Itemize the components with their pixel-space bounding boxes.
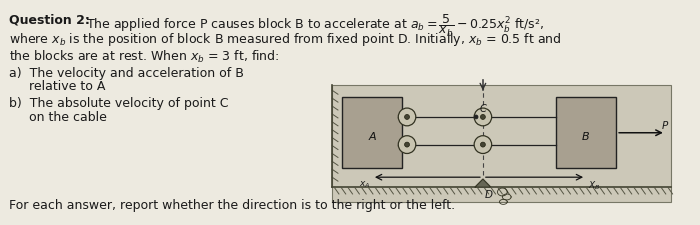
Polygon shape: [475, 179, 491, 187]
Text: $x_A$: $x_A$: [358, 179, 370, 190]
Text: $X_B$: $X_B$: [588, 179, 601, 192]
Text: For each answer, report whether the direction is to the right or the left.: For each answer, report whether the dire…: [9, 199, 455, 212]
Circle shape: [398, 108, 416, 126]
Circle shape: [474, 108, 491, 126]
Text: P: P: [662, 121, 668, 131]
Text: The applied force P causes block B to accelerate at $a_b = \dfrac{5}{x_b} - 0.25: The applied force P causes block B to ac…: [86, 13, 544, 39]
Text: on the cable: on the cable: [9, 111, 107, 124]
Text: b)  The absolute velocity of point C: b) The absolute velocity of point C: [9, 97, 229, 110]
Text: a)  The velocity and acceleration of B: a) The velocity and acceleration of B: [9, 67, 244, 80]
Circle shape: [405, 115, 409, 119]
Circle shape: [474, 115, 478, 119]
Text: C: C: [480, 104, 486, 114]
Text: A: A: [368, 132, 376, 142]
Bar: [342, 97, 402, 168]
Circle shape: [480, 142, 485, 147]
Text: where $x_b$ is the position of block B measured from fixed point D. Initially, $: where $x_b$ is the position of block B m…: [9, 31, 562, 48]
Circle shape: [474, 136, 491, 153]
Bar: [556, 97, 616, 168]
Text: the blocks are at rest. When $x_b$ = 3 ft, find:: the blocks are at rest. When $x_b$ = 3 f…: [9, 49, 280, 65]
Circle shape: [405, 142, 409, 147]
Text: B: B: [582, 132, 590, 142]
Text: Question 2:: Question 2:: [9, 13, 90, 26]
Bar: [332, 85, 671, 202]
Text: D: D: [485, 190, 493, 200]
Circle shape: [398, 136, 416, 153]
Text: relative to A: relative to A: [9, 80, 106, 93]
Circle shape: [480, 115, 485, 119]
